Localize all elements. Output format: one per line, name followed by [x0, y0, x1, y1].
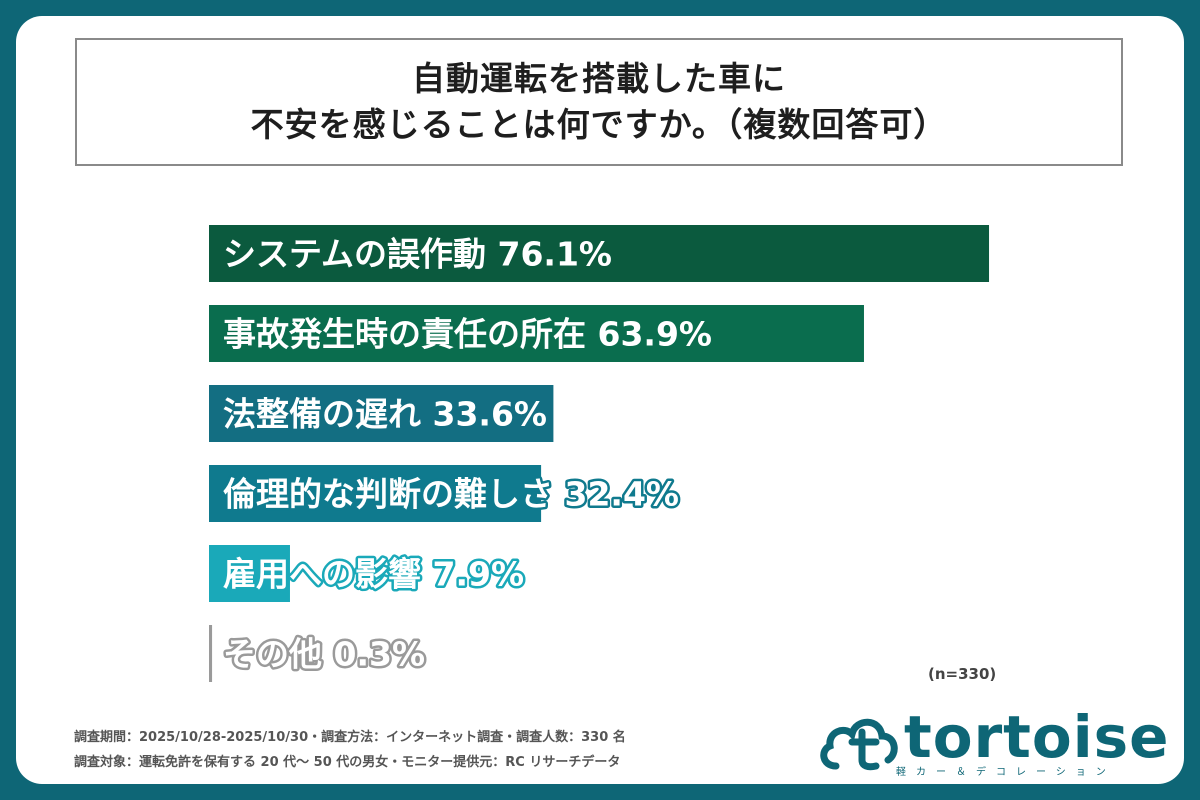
- logo-subtitle: 軽カー＆デコレーション: [896, 767, 1116, 778]
- category-label: システムの誤作動: [223, 235, 486, 274]
- sample-size-note: (n=330): [928, 665, 997, 683]
- title-line-1: 自動運転を搭載した車に: [412, 59, 786, 98]
- title-line-2: 不安を感じることは何ですか。（複数回答可）: [250, 105, 948, 144]
- category-label: 雇用への影響: [223, 555, 421, 594]
- category-label: その他: [223, 635, 322, 674]
- bar-6: [209, 625, 213, 682]
- bar-chart: システムの誤作動 76.1% 事故発生時の責任の所在 63.9% 法整備の遅れ 33…: [209, 225, 990, 682]
- logo-wordmark: tortoise: [904, 703, 1170, 771]
- value-label: 7.9%: [421, 555, 524, 594]
- value-label: 33.6%: [421, 395, 547, 434]
- infographic-card: 自動運転を搭載した車に 不安を感じることは何ですか。（複数回答可） システムの誤…: [16, 16, 1184, 784]
- bar-1: [209, 225, 990, 282]
- survey-period-note: 調査期間：2025/10/28-2025/10/30・調査方法：インターネット調…: [74, 730, 626, 745]
- value-label: 0.3%: [322, 635, 425, 674]
- category-label: 法整備の遅れ: [223, 395, 421, 434]
- bar-label-1: システムの誤作動 76.1%: [223, 235, 612, 274]
- bar-4: [209, 465, 542, 522]
- value-label: 63.9%: [586, 315, 712, 354]
- survey-target-note: 調査対象：運転免許を保有する 20 代〜 50 代の男女・モニター提供元：RC …: [74, 755, 621, 770]
- bar-2: [209, 305, 864, 362]
- value-label: 76.1%: [486, 235, 612, 274]
- category-label: 事故発生時の責任の所在: [223, 315, 586, 354]
- bar-5: [209, 545, 290, 602]
- cloud-t-logo-icon: [820, 718, 898, 771]
- bar-label-6: その他 0.3%: [223, 635, 425, 674]
- bar-label-4: 倫理的な判断の難しさ 32.4%: [223, 475, 679, 514]
- value-label: 32.4%: [553, 475, 679, 514]
- category-label: 倫理的な判断の難しさ: [223, 475, 553, 514]
- bar-label-3: 法整備の遅れ 33.6%: [223, 395, 547, 434]
- title-box: 自動運転を搭載した車に 不安を感じることは何ですか。（複数回答可）: [75, 38, 1123, 166]
- bar-3: [209, 385, 554, 442]
- tortoise-logo: tortoise 軽カー＆デコレーション: [816, 703, 1169, 780]
- bar-label-2: 事故発生時の責任の所在 63.9%: [223, 315, 712, 354]
- bar-label-5: 雇用への影響 7.9%: [223, 555, 524, 594]
